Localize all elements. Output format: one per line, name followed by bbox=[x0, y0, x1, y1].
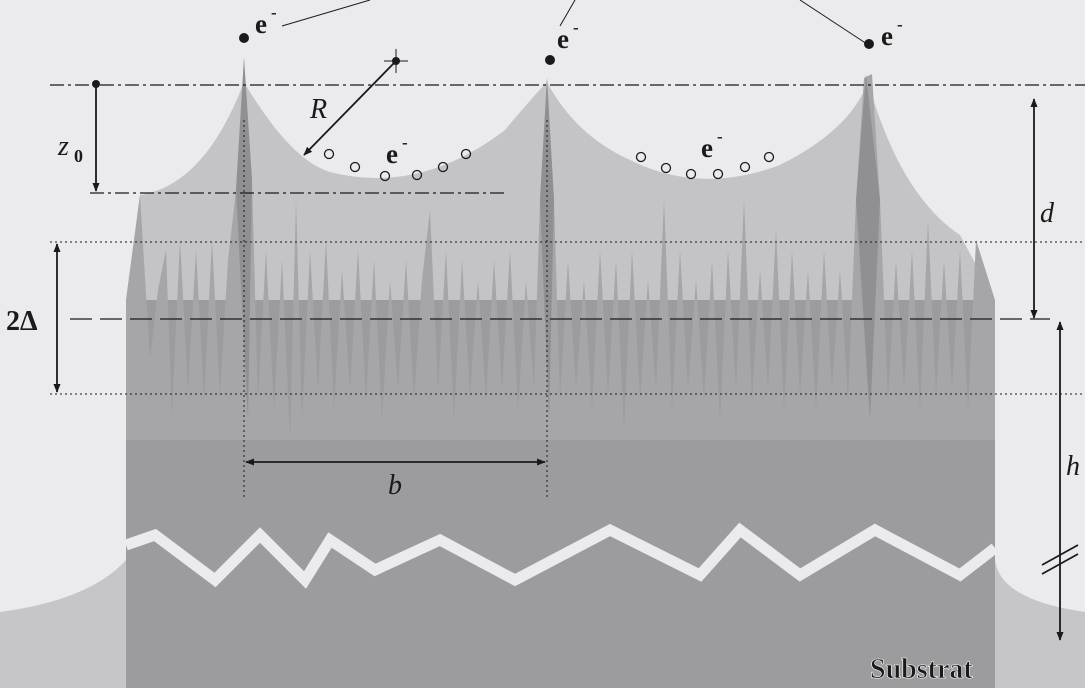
b-label: b bbox=[388, 470, 402, 501]
break-zigzag bbox=[124, 522, 999, 589]
electron-charge-top-3: - bbox=[897, 15, 903, 34]
substrate-shoulder-right bbox=[995, 560, 1085, 688]
electron-dot-1 bbox=[239, 33, 249, 43]
electron-charge-mid-2: - bbox=[717, 127, 723, 146]
electron-label-top-1: e bbox=[255, 9, 267, 39]
tip-1 bbox=[236, 58, 252, 420]
z0-label: z bbox=[57, 131, 69, 162]
trapped-electrons-left bbox=[323, 148, 472, 182]
trapped-electrons-right bbox=[635, 151, 775, 180]
tip-3 bbox=[856, 74, 880, 420]
electron-path-2 bbox=[559, 0, 576, 27]
radius-arrow bbox=[303, 60, 397, 156]
electron-path-3 bbox=[799, 0, 868, 45]
z0-subscript: 0 bbox=[74, 146, 83, 166]
curvature-center-crosshair bbox=[384, 49, 408, 73]
h-break-mark-2 bbox=[1041, 553, 1079, 575]
electron-label-top-3: e bbox=[881, 21, 893, 51]
electron-label-top-2: e bbox=[557, 24, 569, 54]
tip-2 bbox=[540, 78, 554, 420]
h-break-mark-1 bbox=[1041, 544, 1079, 566]
two-delta-label: 2Δ bbox=[6, 306, 38, 337]
z0-origin-dot bbox=[92, 80, 100, 88]
electron-charge-top-2: - bbox=[573, 18, 579, 37]
field-emission-zone bbox=[126, 82, 995, 300]
electron-label-mid-1: e bbox=[386, 139, 398, 169]
electron-charge-mid-1: - bbox=[402, 133, 408, 152]
substrate-label: Substrat bbox=[870, 654, 973, 685]
h-label: h bbox=[1066, 451, 1080, 482]
rough-surface-spikes bbox=[126, 58, 995, 440]
electron-dot-3 bbox=[864, 39, 874, 49]
radius-label: R bbox=[309, 94, 327, 125]
electron-label-mid-2: e bbox=[701, 133, 713, 163]
d-label: d bbox=[1040, 198, 1055, 229]
electron-path-1 bbox=[281, 0, 371, 27]
electron-charge-top-1: - bbox=[271, 3, 277, 22]
substrate-shoulder-left bbox=[0, 560, 126, 688]
electron-dot-2 bbox=[545, 55, 555, 65]
